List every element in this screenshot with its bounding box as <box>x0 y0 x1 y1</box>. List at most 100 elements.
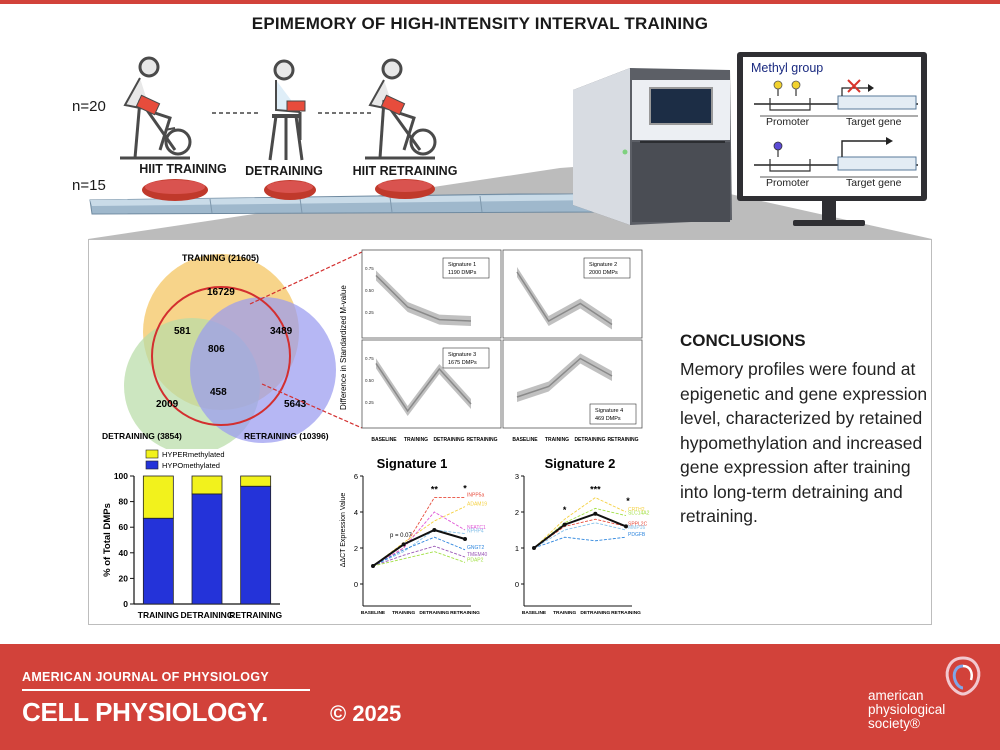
promoter-label-bottom: Promoter <box>766 177 810 189</box>
line-series-label: NPHP4 <box>467 529 484 535</box>
target-gene-label-bottom: Target gene <box>846 177 902 189</box>
line-chart-title-1: Signature 1 <box>377 456 448 471</box>
bar-hypomethylated-detraining <box>191 493 223 605</box>
cyclist-retraining-icon <box>365 58 437 160</box>
line-series-label: NFATC1 <box>467 525 486 531</box>
line-x-tick-label: TRAINING <box>392 610 415 616</box>
phase-label-detraining: DETRAINING <box>245 164 323 178</box>
signature-line-1 <box>375 274 472 322</box>
line-series-mean <box>533 512 627 549</box>
n-bottom-label: n=15 <box>72 177 106 194</box>
venn-value-all-three: 806 <box>208 344 225 355</box>
line-series-slc14a2 <box>533 507 627 549</box>
journal-footer: AMERICAN JOURNAL OF PHYSIOLOGY CELL PHYS… <box>0 644 1000 750</box>
study-design-illustration <box>88 52 932 239</box>
bar-legend-label: HYPERmethylated <box>162 450 225 459</box>
signature-xlabel: BASELINE <box>512 437 538 443</box>
line-series-inpp5a <box>372 497 465 567</box>
footer-divider <box>22 689 310 691</box>
monitor-labels: Methyl group Promoter Target gene Promot… <box>751 61 918 189</box>
line-y-tick-label: 4 <box>354 508 358 517</box>
signature-tick-label: 0.25 <box>365 310 374 315</box>
copyright-text: © 2025 <box>330 701 402 726</box>
signature-name-4: Signature 4 <box>595 408 623 414</box>
bar-x-tick-label: RETRAINING <box>229 610 282 620</box>
signature-count-2: 2000 DMPs <box>589 270 618 276</box>
line-x-tick-label: BASELINE <box>361 610 386 616</box>
line-annotation: p = 0.07 <box>390 533 413 539</box>
line-series-label: SPPL2C <box>628 521 648 527</box>
line-mean-point <box>562 522 567 527</box>
signature-legend-box <box>442 347 490 369</box>
bar-hypermethylated-retraining <box>240 475 272 487</box>
venn-highlight-circle <box>151 286 291 426</box>
line-y-tick-label: 0 <box>515 580 519 589</box>
signature-line-3 <box>375 362 472 413</box>
signature-legend-box <box>442 257 490 279</box>
signature-xlabel: RETRAINING <box>607 437 638 443</box>
cyclist-training-icon <box>120 56 192 160</box>
bar-y-axis-label: % of Total DMPs <box>102 503 113 577</box>
line-series-gngt2 <box>372 536 466 567</box>
line-chart-title-2: Signature 2 <box>545 456 616 471</box>
line-series-mean <box>372 528 466 567</box>
venn-value-train-retrain: 3489 <box>270 326 293 337</box>
signature-line-4 <box>516 357 613 398</box>
signature-name-1: Signature 1 <box>448 262 476 268</box>
line-mean-point <box>624 524 628 529</box>
line-y-tick-label: 6 <box>354 472 358 481</box>
bar-legend-swatch <box>145 449 159 459</box>
signature-name-2: Signature 2 <box>589 262 617 268</box>
line-annotation: * <box>563 505 567 515</box>
bar-y-tick-label: 100 <box>114 471 128 481</box>
bar-x-tick-label: DETRAINING <box>181 610 234 620</box>
line-y-tick-label: 2 <box>354 544 358 553</box>
monitor-icon <box>737 52 927 226</box>
bar-hypomethylated-retraining <box>240 485 272 605</box>
signature-count-3: 1675 DMPs <box>448 360 477 366</box>
tissue-samples <box>142 179 435 201</box>
signature-count-1: 1190 DMPs <box>448 270 477 276</box>
promoter-label-top: Promoter <box>766 116 810 128</box>
line-annotation: * <box>626 496 630 506</box>
signature-tick-label: 0.75 <box>365 356 374 361</box>
line-x-tick-label: BASELINE <box>522 610 547 616</box>
society-name-line2: physiological <box>868 702 946 717</box>
line-annotation: ** <box>431 485 439 495</box>
society-name: american physiological society® <box>868 689 945 731</box>
signature-xlabel: DETRAINING <box>574 437 605 443</box>
signature-line-2 <box>516 271 613 326</box>
line-series-sppl2c <box>533 518 627 549</box>
line-x-tick-label: DETRAINING <box>419 610 449 616</box>
venn-label-training: TRAINING (21605) <box>182 253 259 263</box>
venn-value-training-only: 16729 <box>207 287 235 298</box>
bar-legend-swatch <box>145 460 159 470</box>
line-series-label: PDGFB <box>628 532 646 538</box>
bar-y-tick-label: 80 <box>119 497 129 507</box>
venn-circle-retraining <box>190 297 336 443</box>
line-series-crth2 <box>533 497 627 549</box>
journal-name-top: AMERICAN JOURNAL OF PHYSIOLOGY <box>22 670 269 684</box>
line-mean-point <box>593 511 598 516</box>
line-y-tick-label: 2 <box>515 508 519 517</box>
signature-xlabel: RETRAINING <box>466 437 497 443</box>
line-series-label: MMP16 <box>628 525 645 531</box>
society-logo-icon <box>945 656 981 696</box>
signature-band-3 <box>376 358 471 416</box>
line-annotation: * <box>463 484 467 494</box>
bar-x-tick-label: TRAINING <box>138 610 179 620</box>
journal-name-main: CELL PHYSIOLOGY. <box>22 697 269 727</box>
signature-count-4: 469 DMPs <box>595 416 621 422</box>
venn-value-detrain-only: 2009 <box>156 399 179 410</box>
bar-legend-label: HYPOmethylated <box>162 461 220 470</box>
signature-tick-label: 0.25 <box>365 400 374 405</box>
line-y-tick-label: 3 <box>515 472 519 481</box>
phase-label-training: HIIT TRAINING <box>139 162 227 176</box>
signature-legend-box <box>589 403 637 425</box>
line-series-nfatc1 <box>372 511 466 567</box>
line-series-tmem40 <box>372 545 466 567</box>
line-series-label: PDAP2 <box>467 557 484 563</box>
bar-y-tick-label: 0 <box>123 599 128 609</box>
